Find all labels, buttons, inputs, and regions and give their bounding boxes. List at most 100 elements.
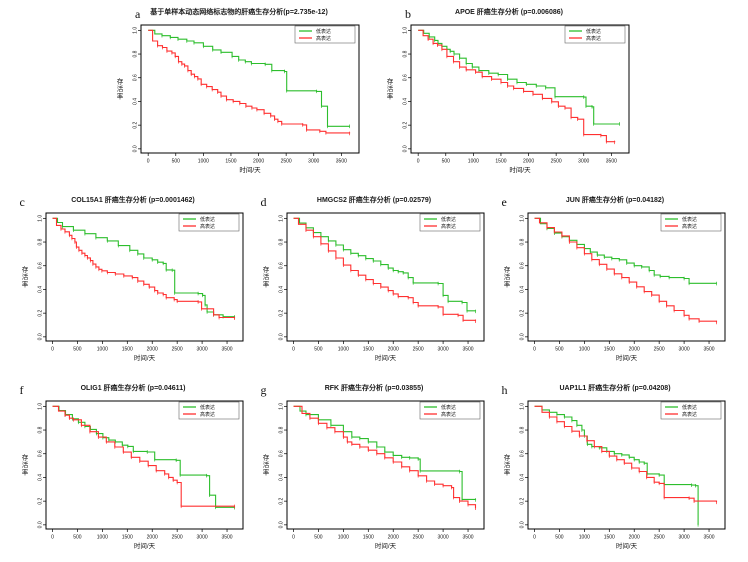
legend-box: [419, 401, 480, 420]
y-tick-label: 1.0: [37, 403, 43, 410]
y-axis: 1.0 0.8 0.6 0.4 0.2 0.0: [37, 403, 46, 528]
y-axis-label: 存活率: [262, 265, 269, 289]
y-axis-label-char: 率: [503, 468, 510, 477]
legend-low-label: 低表达: [200, 216, 215, 223]
x-tick-label: 2500: [171, 347, 182, 353]
km-step-line: [534, 217, 717, 323]
survival-panel: d HMGCS2 肝癌生存分析 (p=0.02579) 0 500 1000 1500…: [257, 194, 492, 374]
legend-low-label: 低表达: [316, 28, 331, 35]
x-tick-label: 500: [442, 159, 451, 165]
km-step-line: [52, 405, 235, 507]
km-step-line: [52, 217, 235, 319]
km-plot-f: 0 500 1000 1500 2000 2500 3000 3500 1.0 0.8 0.6 0.4…: [21, 400, 243, 550]
y-axis-label-char: 存: [262, 265, 269, 274]
panel-letter-label: g: [260, 383, 267, 397]
y-tick-label: 0.8: [278, 426, 284, 433]
censor-marks: [64, 413, 235, 509]
x-tick-label: 3000: [196, 347, 207, 353]
y-tick-label: 0.4: [278, 286, 284, 293]
y-axis-label-char: 活: [503, 460, 510, 469]
x-axis-label: 时间/天: [239, 165, 261, 174]
x-tick-label: 1500: [603, 347, 614, 353]
censor-marks: [61, 224, 235, 319]
y-tick-label: 0.0: [403, 145, 409, 152]
y-axis-label-char: 率: [262, 280, 269, 289]
y-tick-label: 0.6: [403, 74, 409, 81]
legend-low-label: 低表达: [441, 216, 456, 223]
y-tick-label: 0.2: [37, 309, 43, 316]
x-tick-label: 2000: [146, 535, 157, 541]
y-tick-label: 0.8: [403, 50, 409, 57]
censor-marks: [305, 226, 476, 314]
survival-curve-high-expression: [293, 217, 476, 324]
x-tick-label: 0: [533, 535, 536, 541]
legend-low-label: 低表达: [586, 28, 601, 35]
y-axis: 1.0 0.8 0.6 0.4 0.2 0.0: [519, 215, 528, 340]
y-axis-label-char: 存: [503, 453, 510, 462]
y-axis-label-char: 存: [21, 453, 28, 462]
y-axis-label-char: 率: [21, 468, 28, 477]
survival-panel: c COL15A1 肝癌生存分析 (p=0.0001462) 0 500 1000 1…: [16, 194, 251, 374]
legend-high-label: 高表达: [200, 223, 215, 230]
y-axis: 1.0 0.8 0.6 0.4 0.2 0.0: [278, 215, 287, 340]
y-axis-label-char: 率: [117, 92, 124, 101]
survival-curve-low-expression: [52, 405, 235, 510]
legend-box: [564, 25, 626, 44]
legend-box: [178, 213, 239, 232]
legend-box: [660, 401, 721, 420]
y-axis-label: 存活率: [387, 77, 394, 101]
x-axis: 0 500 1000 1500 2000 2500 3000 3500: [51, 529, 232, 541]
plot-box: [286, 400, 484, 530]
y-tick-label: 0.8: [37, 238, 43, 245]
y-axis-label-char: 率: [387, 92, 394, 101]
survival-panel: e JUN 肝癌生存分析 (p=0.04182) 0 500 1000 1500 200…: [498, 194, 733, 374]
censor-marks: [305, 228, 476, 324]
y-tick-label: 0.8: [519, 238, 525, 245]
x-tick-label: 1000: [337, 535, 348, 541]
y-axis-label-char: 存: [117, 77, 124, 86]
x-axis: 0 500 1000 1500 2000 2500 3000 3500: [292, 341, 473, 353]
y-tick-label: 0.0: [133, 145, 139, 152]
y-tick-label: 0.0: [37, 333, 43, 340]
x-tick-label: 2000: [523, 159, 534, 165]
y-tick-label: 0.0: [519, 333, 525, 340]
x-tick-label: 1500: [225, 159, 236, 165]
y-tick-label: 0.2: [37, 497, 43, 504]
panel-title: HMGCS2 肝癌生存分析 (p=0.02579): [316, 197, 432, 204]
figure-row-1: a 基于单样本动态网络标志物的肝癌生存分析(p=2.735e-12) 0 500 1…: [0, 0, 748, 186]
x-tick-label: 2500: [551, 159, 562, 165]
y-tick-label: 0.6: [133, 74, 139, 81]
panel-title: OLIG1 肝癌生存分析 (p=0.04611): [80, 385, 186, 392]
x-tick-label: 1500: [121, 347, 132, 353]
x-tick-label: 2000: [146, 347, 157, 353]
survival-panel: g RFK 肝癌生存分析 (p=0.03855) 0 500 1000 1500 200…: [257, 382, 492, 562]
x-axis-label: 时间/天: [374, 541, 396, 550]
y-axis-label-char: 活: [21, 272, 28, 281]
x-tick-label: 3000: [437, 347, 448, 353]
panel-title: JUN 肝癌生存分析 (p=0.04182): [565, 197, 665, 204]
y-tick-label: 0.0: [519, 521, 525, 528]
y-tick-label: 0.2: [519, 497, 525, 504]
x-tick-label: 3500: [221, 535, 232, 541]
y-axis-label: 存活率: [503, 453, 510, 477]
y-axis-label: 存活率: [21, 265, 28, 289]
y-axis-label-char: 活: [387, 84, 394, 93]
censor-marks: [546, 225, 717, 325]
y-axis-label: 存活率: [262, 453, 269, 477]
x-tick-label: 3500: [606, 159, 617, 165]
x-axis: 0 500 1000 1500 2000 2500 3000 3500: [147, 153, 347, 165]
x-tick-label: 500: [73, 535, 82, 541]
panel-title: RFK 肝癌生存分析 (p=0.03855): [324, 385, 424, 392]
y-axis-label-char: 存: [387, 77, 394, 86]
y-axis-label: 存活率: [117, 77, 124, 101]
censor-marks: [427, 37, 616, 145]
y-tick-label: 0.6: [278, 262, 284, 269]
x-tick-label: 1000: [578, 535, 589, 541]
y-tick-label: 0.6: [37, 262, 43, 269]
figure-row-3: f OLIG1 肝癌生存分析 (p=0.04611) 0 500 1000 1500 2…: [0, 374, 748, 562]
survival-curve-low-expression: [293, 217, 476, 314]
legend-high-label: 高表达: [682, 223, 697, 230]
